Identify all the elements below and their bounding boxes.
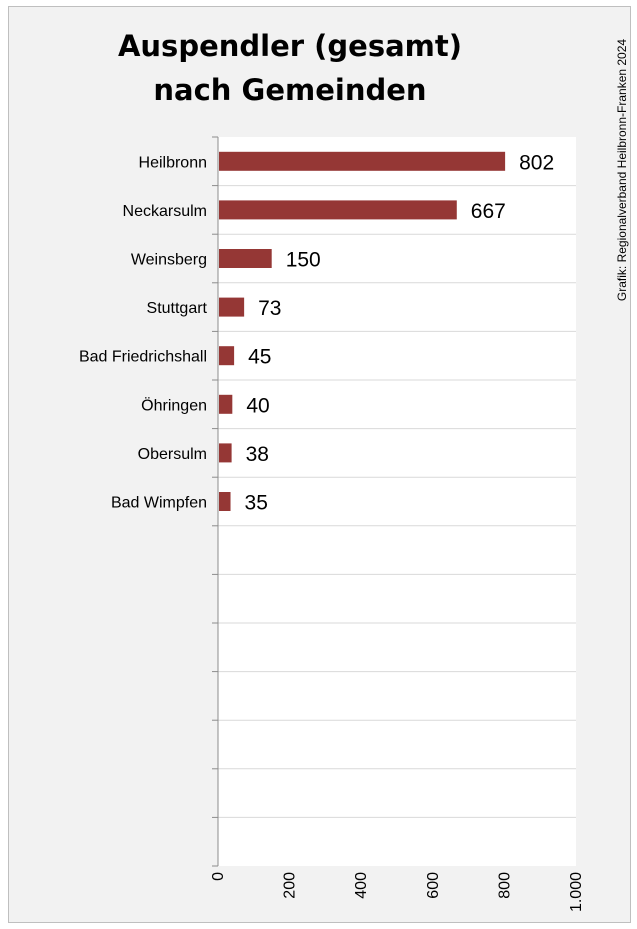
bar [219, 443, 232, 463]
x-tick-label: 800 [496, 872, 513, 899]
category-label: Bad Friedrichshall [79, 349, 207, 366]
chart-title: Auspendler (gesamt) nach Gemeinden [60, 24, 520, 112]
category-label: Neckarsulm [123, 203, 207, 220]
data-label: 35 [245, 492, 268, 515]
category-label: Stuttgart [147, 300, 208, 317]
plot-area [218, 137, 576, 866]
data-label: 40 [246, 394, 269, 417]
chart-title-line-1: Auspendler (gesamt) [117, 29, 463, 63]
category-label: Öhringen [141, 396, 207, 414]
bar [219, 346, 235, 366]
data-label: 45 [248, 346, 271, 369]
bar [219, 249, 272, 268]
data-label: 38 [246, 443, 269, 466]
bar [219, 200, 457, 220]
data-label: 73 [258, 297, 281, 320]
bar [219, 394, 233, 414]
category-label: Heilbronn [139, 154, 207, 171]
data-label: 667 [471, 200, 506, 223]
bar [219, 297, 245, 317]
data-label: 802 [519, 151, 554, 174]
chart-title-line-2: nach Gemeinden [153, 73, 427, 107]
x-tick-label: 0 [210, 872, 227, 881]
category-label: Bad Wimpfen [111, 495, 207, 512]
x-tick-label: 400 [353, 872, 370, 899]
bar [219, 492, 231, 511]
data-label: 150 [286, 249, 321, 272]
category-label: Weinsberg [131, 252, 207, 269]
x-tick-label: 1.000 [568, 872, 585, 912]
x-tick-label: 600 [425, 872, 442, 899]
bar [219, 151, 506, 171]
category-label: Obersulm [138, 446, 207, 463]
x-tick-label: 200 [282, 872, 299, 899]
